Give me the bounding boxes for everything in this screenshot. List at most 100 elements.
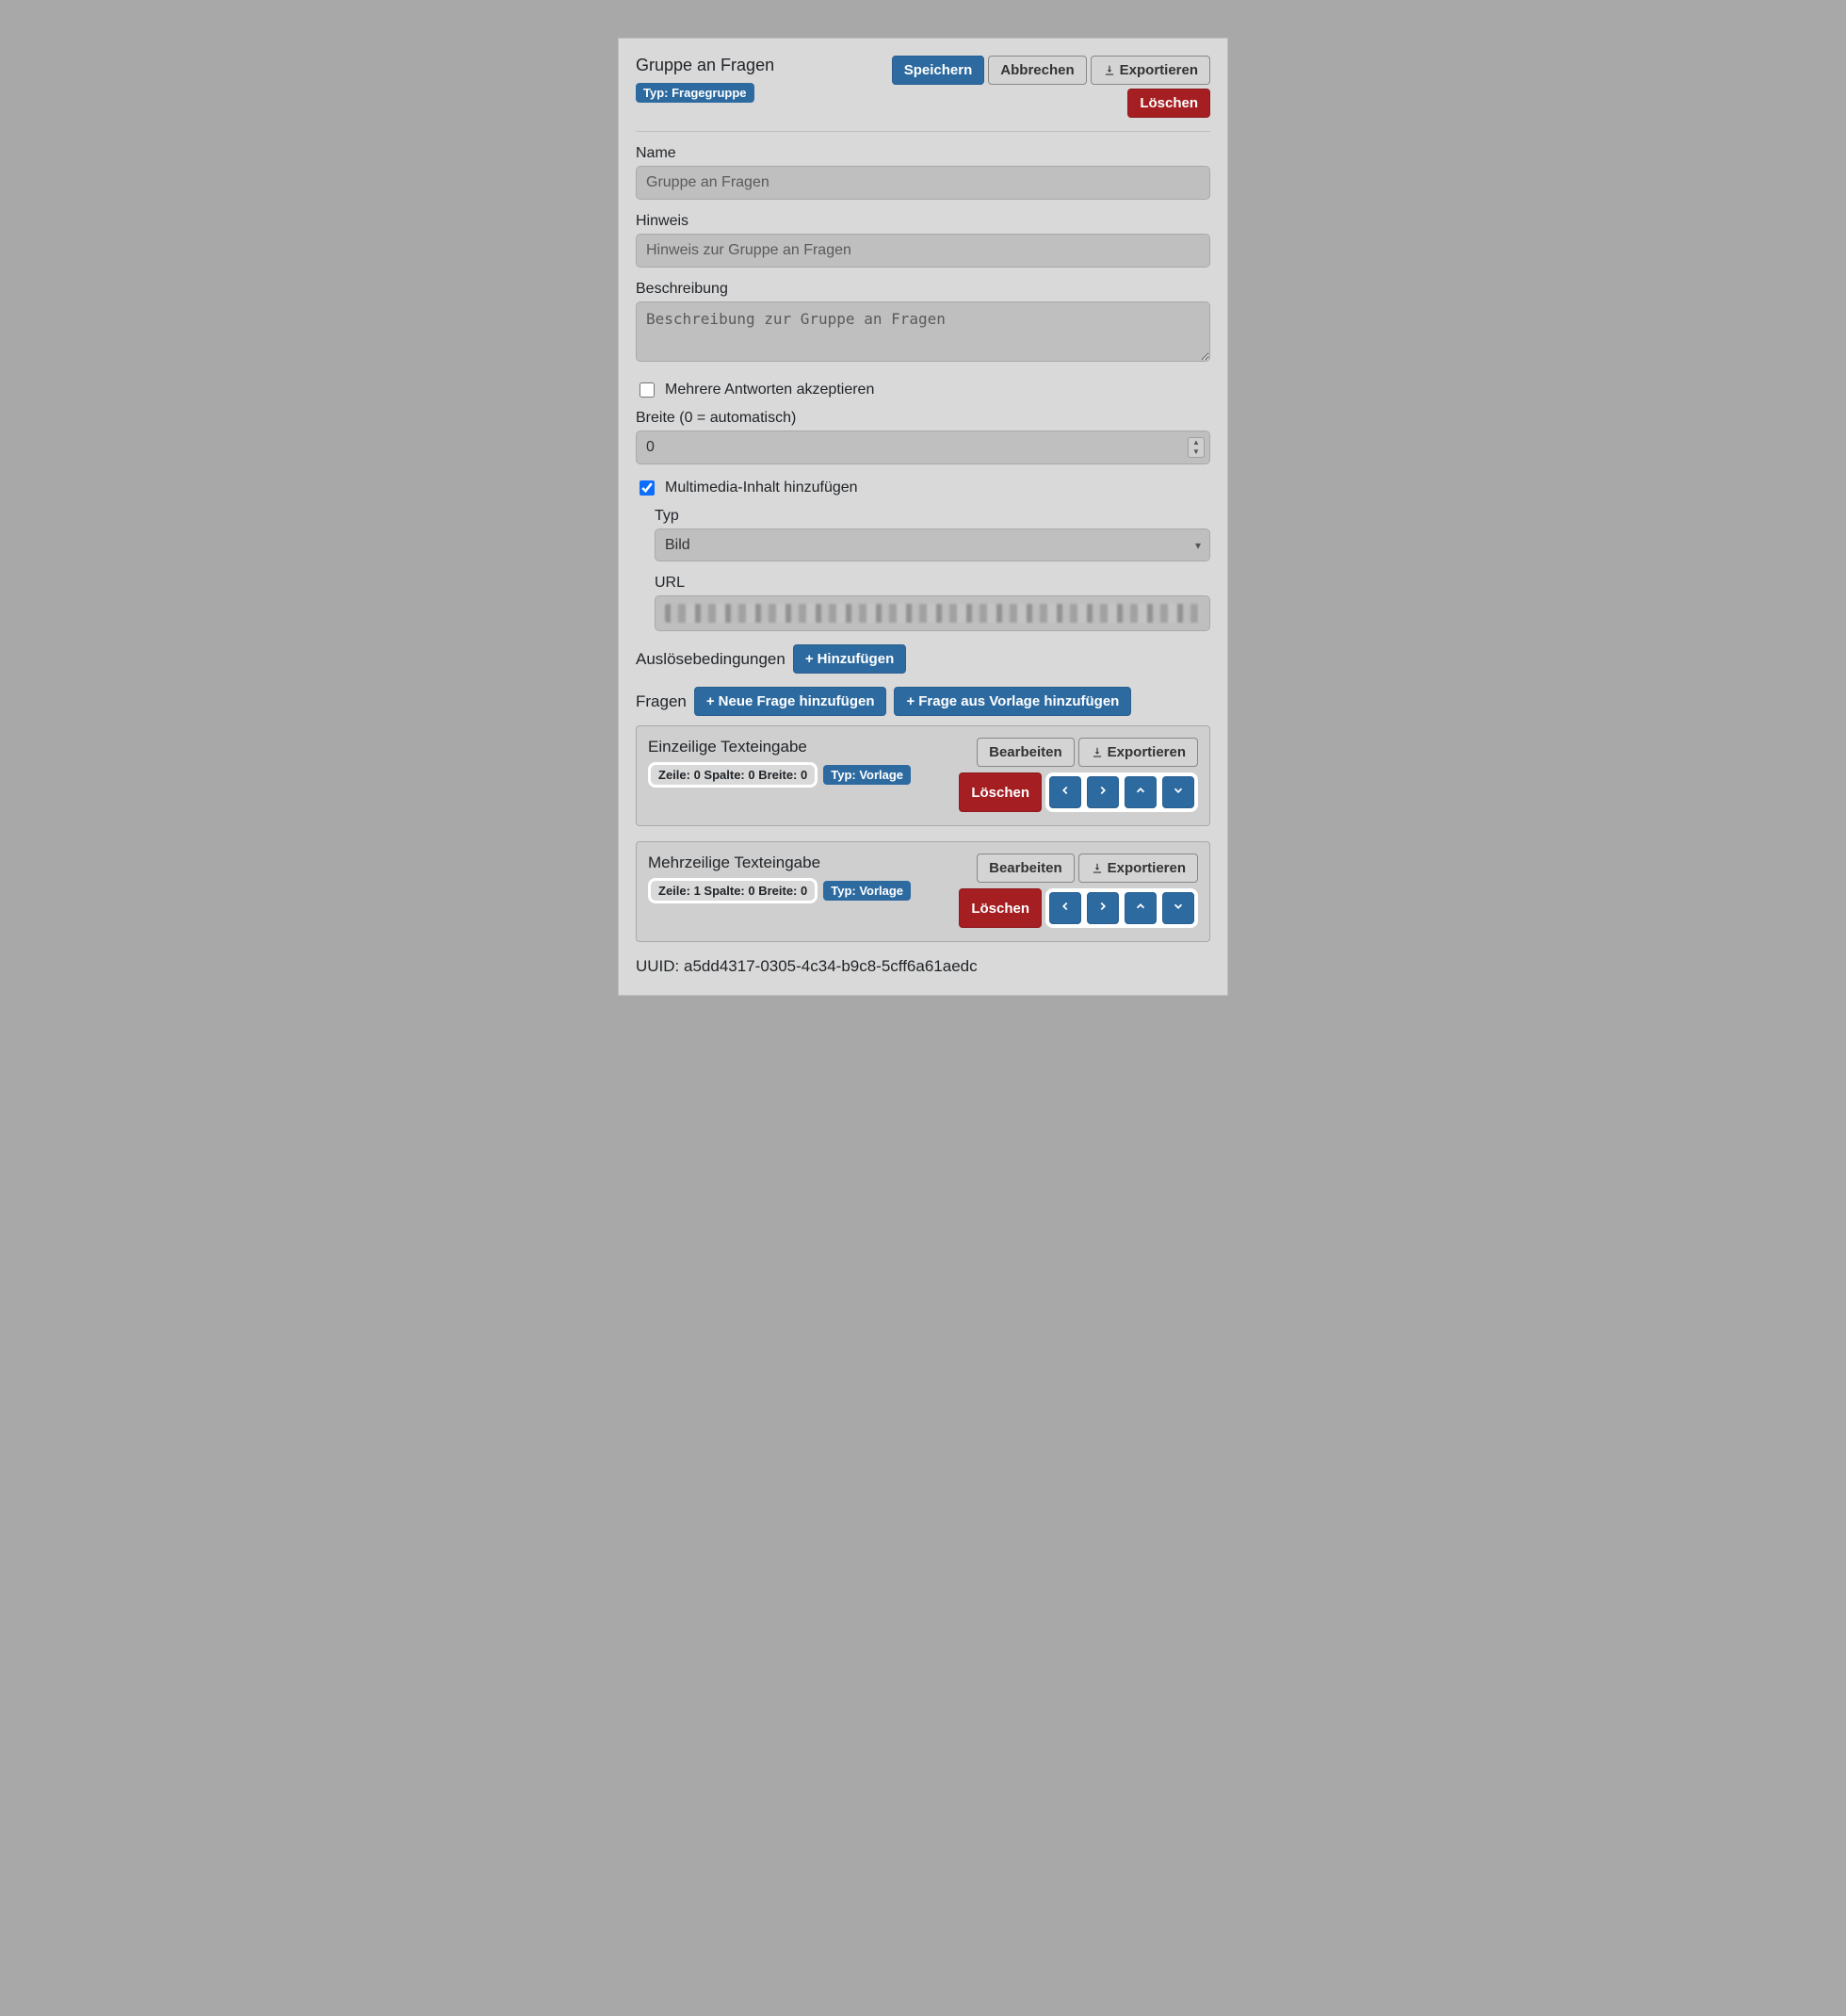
edit-button[interactable]: Bearbeiten [977, 738, 1075, 767]
group-title: Gruppe an Fragen [636, 56, 774, 75]
export-button[interactable]: Exportieren [1091, 56, 1210, 85]
mm-url-input[interactable] [655, 595, 1210, 631]
type-badge: Typ: Vorlage [823, 881, 911, 901]
delete-button[interactable]: Löschen [1127, 89, 1210, 118]
plus-icon: + [805, 651, 814, 667]
plus-icon: + [906, 693, 915, 709]
multimedia-row: Multimedia-Inhalt hinzufügen [636, 478, 1210, 498]
chevron-up-icon [1134, 784, 1147, 801]
reorder-controls [1045, 888, 1198, 928]
add-trigger-button[interactable]: + Hinzufügen [793, 644, 906, 674]
type-badge: Typ: Fragegruppe [636, 83, 754, 103]
delete-button[interactable]: Löschen [959, 888, 1042, 928]
question-actions-row1: Bearbeiten Exportieren [977, 854, 1198, 883]
chevron-up-icon: ▲ [1192, 438, 1200, 447]
export-button[interactable]: Exportieren [1078, 738, 1198, 767]
form-panel: Gruppe an Fragen Typ: Fragegruppe Speich… [618, 38, 1228, 996]
move-up-button[interactable] [1125, 776, 1157, 808]
uuid-label: UUID: [636, 957, 679, 975]
reorder-controls [1045, 772, 1198, 812]
question-card-left: Mehrzeilige Texteingabe Zeile: 1 Spalte:… [648, 854, 911, 903]
chevron-right-icon [1096, 784, 1109, 801]
header-left: Gruppe an Fragen Typ: Fragegruppe [636, 56, 858, 103]
add-from-template-label: Frage aus Vorlage hinzufügen [918, 693, 1119, 709]
desc-label: Beschreibung [636, 281, 1210, 298]
question-card-top: Einzeilige Texteingabe Zeile: 0 Spalte: … [648, 738, 1198, 812]
add-from-template-button[interactable]: + Frage aus Vorlage hinzufügen [894, 687, 1131, 716]
add-trigger-label: Hinzufügen [818, 651, 895, 667]
export-label: Exportieren [1108, 860, 1186, 876]
move-left-button[interactable] [1049, 892, 1081, 924]
multi-answers-row: Mehrere Antworten akzeptieren [636, 380, 1210, 400]
delete-button[interactable]: Löschen [959, 772, 1042, 812]
question-actions-row1: Bearbeiten Exportieren [977, 738, 1198, 767]
hint-input[interactable] [636, 234, 1210, 268]
export-label: Exportieren [1108, 744, 1186, 760]
width-stepper[interactable]: ▲ ▼ [1188, 437, 1205, 458]
export-button-label: Exportieren [1120, 62, 1198, 78]
question-title: Einzeilige Texteingabe [648, 738, 911, 756]
desc-field-group: Beschreibung [636, 281, 1210, 366]
question-badges: Zeile: 1 Spalte: 0 Breite: 0 Typ: Vorlag… [648, 878, 911, 903]
add-question-button[interactable]: + Neue Frage hinzufügen [694, 687, 887, 716]
move-down-button[interactable] [1162, 892, 1194, 924]
save-button[interactable]: Speichern [892, 56, 985, 85]
question-actions-row2: Löschen [959, 772, 1198, 812]
name-label: Name [636, 145, 1210, 162]
mm-url-redacted [665, 604, 1200, 623]
move-left-button[interactable] [1049, 776, 1081, 808]
multimedia-sub: Typ Bild ▾ URL [636, 508, 1210, 631]
name-field-group: Name [636, 145, 1210, 200]
questions-header-row: Fragen + Neue Frage hinzufügen + Frage a… [636, 687, 1210, 716]
multi-answers-label: Mehrere Antworten akzeptieren [665, 382, 874, 398]
export-icon [1103, 64, 1116, 77]
chevron-left-icon [1059, 784, 1072, 801]
mm-type-select[interactable]: Bild [655, 528, 1210, 561]
desc-textarea[interactable] [636, 301, 1210, 362]
triggers-row: Auslösebedingungen + Hinzufügen [636, 644, 1210, 674]
header-separator [636, 131, 1210, 132]
export-icon [1091, 746, 1104, 759]
export-button[interactable]: Exportieren [1078, 854, 1198, 883]
move-right-button[interactable] [1087, 776, 1119, 808]
width-label: Breite (0 = automatisch) [636, 410, 1210, 427]
plus-icon: + [706, 693, 715, 709]
hint-label: Hinweis [636, 213, 1210, 230]
add-question-label: Neue Frage hinzufügen [719, 693, 875, 709]
chevron-left-icon [1059, 900, 1072, 917]
question-card-left: Einzeilige Texteingabe Zeile: 0 Spalte: … [648, 738, 911, 788]
move-down-button[interactable] [1162, 776, 1194, 808]
name-input[interactable] [636, 166, 1210, 200]
question-card: Mehrzeilige Texteingabe Zeile: 1 Spalte:… [636, 841, 1210, 942]
position-badge: Zeile: 1 Spalte: 0 Breite: 0 [648, 878, 818, 903]
triggers-label: Auslösebedingungen [636, 650, 785, 669]
question-card-top: Mehrzeilige Texteingabe Zeile: 1 Spalte:… [648, 854, 1198, 928]
type-badge: Typ: Vorlage [823, 765, 911, 785]
width-field-group: Breite (0 = automatisch) ▲ ▼ [636, 410, 1210, 464]
edit-button[interactable]: Bearbeiten [977, 854, 1075, 883]
move-right-button[interactable] [1087, 892, 1119, 924]
chevron-down-icon: ▼ [1192, 447, 1200, 457]
mm-type-group: Typ Bild ▾ [655, 508, 1210, 561]
chevron-down-icon [1172, 900, 1185, 917]
multi-answers-checkbox[interactable] [640, 382, 655, 398]
question-actions: Bearbeiten Exportieren Löschen [959, 854, 1198, 928]
move-up-button[interactable] [1125, 892, 1157, 924]
chevron-right-icon [1096, 900, 1109, 917]
chevron-up-icon [1134, 900, 1147, 917]
width-input-wrap: ▲ ▼ [636, 431, 1210, 464]
uuid-value: a5dd4317-0305-4c34-b9c8-5cff6a61aedc [684, 957, 978, 975]
multimedia-checkbox[interactable] [640, 480, 655, 496]
export-icon [1091, 862, 1104, 875]
panel-header: Gruppe an Fragen Typ: Fragegruppe Speich… [636, 56, 1210, 118]
cancel-button[interactable]: Abbrechen [988, 56, 1086, 85]
question-actions: Bearbeiten Exportieren Löschen [959, 738, 1198, 812]
hint-field-group: Hinweis [636, 213, 1210, 268]
question-actions-row2: Löschen [959, 888, 1198, 928]
question-badges: Zeile: 0 Spalte: 0 Breite: 0 Typ: Vorlag… [648, 762, 911, 788]
header-buttons: Speichern Abbrechen Exportieren Löschen [869, 56, 1210, 118]
mm-type-label: Typ [655, 508, 1210, 525]
width-input[interactable] [636, 431, 1210, 464]
chevron-down-icon [1172, 784, 1185, 801]
position-badge: Zeile: 0 Spalte: 0 Breite: 0 [648, 762, 818, 788]
